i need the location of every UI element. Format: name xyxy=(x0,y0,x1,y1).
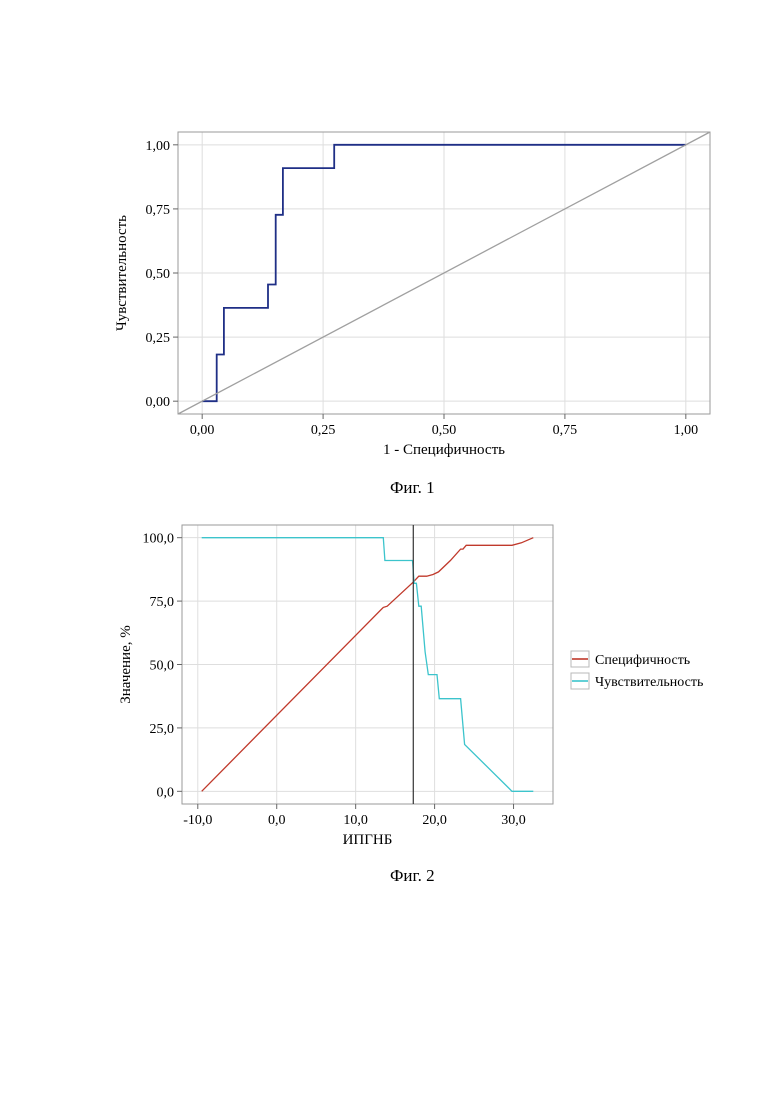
cutoff-grid xyxy=(182,525,553,804)
y-tick-label: 0,0 xyxy=(157,785,175,800)
x-tick-label: 0,25 xyxy=(311,423,336,438)
x-tick-label: 0,00 xyxy=(190,423,215,438)
x-tick-label: 0,75 xyxy=(553,423,578,438)
y-tick-label: 75,0 xyxy=(150,595,175,610)
y-tick-label: 1,00 xyxy=(146,139,171,154)
cutoff-tick-labels: -10,0 0,0 10,0 20,0 30,0 0,0 25,0 50,0 75,0 100,0 xyxy=(143,532,526,828)
y-tick-label: 0,25 xyxy=(146,331,171,346)
legend-label: Специфичность xyxy=(595,653,690,668)
roc-x-axis-label: 1 - Специфичность xyxy=(383,442,505,458)
figure-2-caption: Фиг. 2 xyxy=(390,866,435,886)
roc-y-axis-label: Чувствительность xyxy=(114,215,130,331)
legend-item: Специфичность xyxy=(571,651,690,668)
y-tick-label: 50,0 xyxy=(150,659,175,674)
y-tick-label: 0,75 xyxy=(146,203,171,218)
x-tick-label: -10,0 xyxy=(183,813,212,828)
y-tick-label: 0,50 xyxy=(146,267,171,282)
legend-item: Чувствительность xyxy=(571,673,703,690)
x-tick-label: 0,50 xyxy=(432,423,457,438)
x-tick-label: 0,0 xyxy=(268,813,286,828)
x-tick-label: 10,0 xyxy=(343,813,368,828)
x-tick-label: 20,0 xyxy=(422,813,447,828)
cutoff-legend: Специфичность Чувствительность xyxy=(571,651,703,690)
x-tick-label: 30,0 xyxy=(501,813,526,828)
y-tick-label: 100,0 xyxy=(143,532,175,547)
cutoff-x-axis-label: ИПГНБ xyxy=(343,832,393,848)
y-tick-label: 25,0 xyxy=(150,722,175,737)
roc-tick-labels: 0,00 0,25 0,50 0,75 1,00 0,00 0,25 0,50 0,75 1,00 xyxy=(146,139,699,438)
cutoff-chart: -10,0 0,0 10,0 20,0 30,0 0,0 25,0 50,0 75,0 100,0… xyxy=(0,510,780,910)
cutoff-y-axis-label: Значение, % xyxy=(118,625,134,704)
roc-chart: 0,00 0,25 0,50 0,75 1,00 0,00 0,25 0,50 0,75 1,00… xyxy=(0,0,780,520)
y-tick-label: 0,00 xyxy=(146,395,171,410)
figure-1-caption: Фиг. 1 xyxy=(390,478,435,498)
legend-label: Чувствительность xyxy=(595,675,703,690)
x-tick-label: 1,00 xyxy=(674,423,699,438)
